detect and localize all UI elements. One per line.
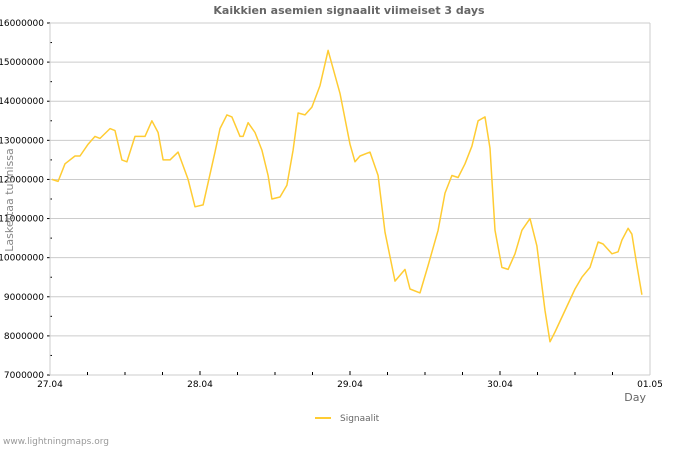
y-tick-label: 10000000	[0, 254, 44, 264]
x-axis-label: Day	[624, 391, 646, 404]
chart-title: Kaikkien asemien signaalit viimeiset 3 d…	[213, 4, 485, 17]
x-tick-label: 27.04	[37, 380, 63, 390]
x-tick-label: 01.05	[637, 380, 663, 390]
footer-credit: www.lightningmaps.org	[3, 437, 109, 447]
legend: Signaalit	[315, 414, 380, 424]
y-tick-label: 16000000	[0, 19, 44, 29]
y-tick-label: 15000000	[0, 58, 44, 68]
y-axis-label: Laskettaa tunnissa	[3, 148, 16, 251]
y-tick-label: 13000000	[0, 136, 44, 146]
x-tick-label: 29.04	[337, 380, 363, 390]
x-tick-label: 30.04	[487, 380, 513, 390]
x-tick-label: 28.04	[187, 380, 213, 390]
legend-label: Signaalit	[340, 414, 380, 424]
y-tick-label: 9000000	[4, 293, 44, 303]
y-tick-label: 14000000	[0, 97, 44, 107]
series-line-signaalit	[52, 50, 642, 341]
y-tick-label: 8000000	[4, 332, 44, 342]
